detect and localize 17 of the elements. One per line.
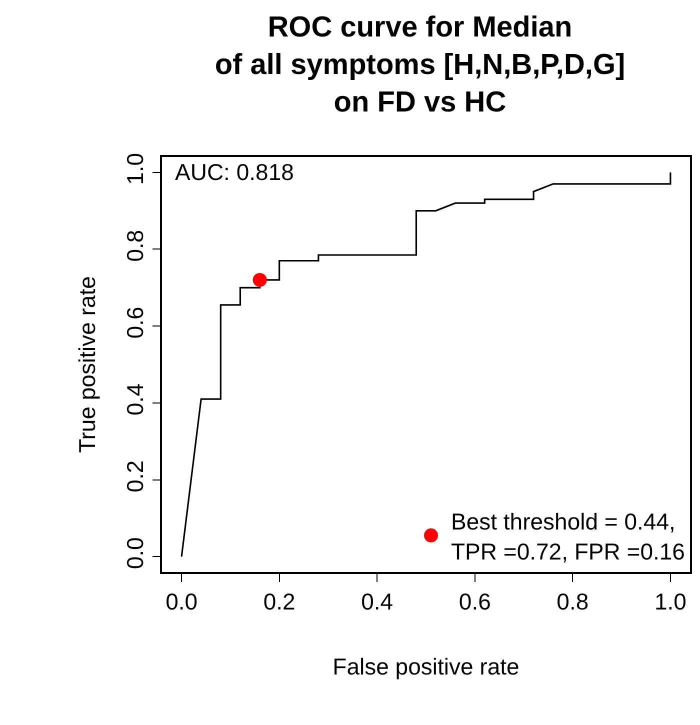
annotation: AUC: 0.818 (175, 159, 294, 185)
y-tick-label: 0.8 (122, 230, 148, 262)
x-tick-label: 0.0 (166, 588, 198, 614)
x-tick-label: 0.4 (361, 588, 394, 614)
x-axis-title: False positive rate (332, 653, 520, 680)
x-tick-label: 0.6 (458, 588, 491, 614)
y-axis-title: True positive rate (74, 276, 100, 453)
chart-title: ROC curve for Median of all symptoms [H,N,B,P,D,G] on FD vs HC (214, 11, 626, 119)
legend-label: Best threshold = 0.44, TPR =0.72, FPR =0.16 (451, 508, 685, 564)
y-tick-label: 0.2 (122, 460, 148, 492)
y-tick-label: 0.6 (122, 306, 148, 339)
x-tick-label: 1.0 (654, 588, 686, 614)
y-tick-label: 1.0 (122, 152, 148, 185)
x-tick-label: 0.8 (556, 588, 589, 614)
x-tick-label: 0.2 (263, 588, 296, 614)
y-tick-label: 0.4 (122, 383, 148, 416)
y-tick-label: 0.0 (122, 537, 148, 570)
